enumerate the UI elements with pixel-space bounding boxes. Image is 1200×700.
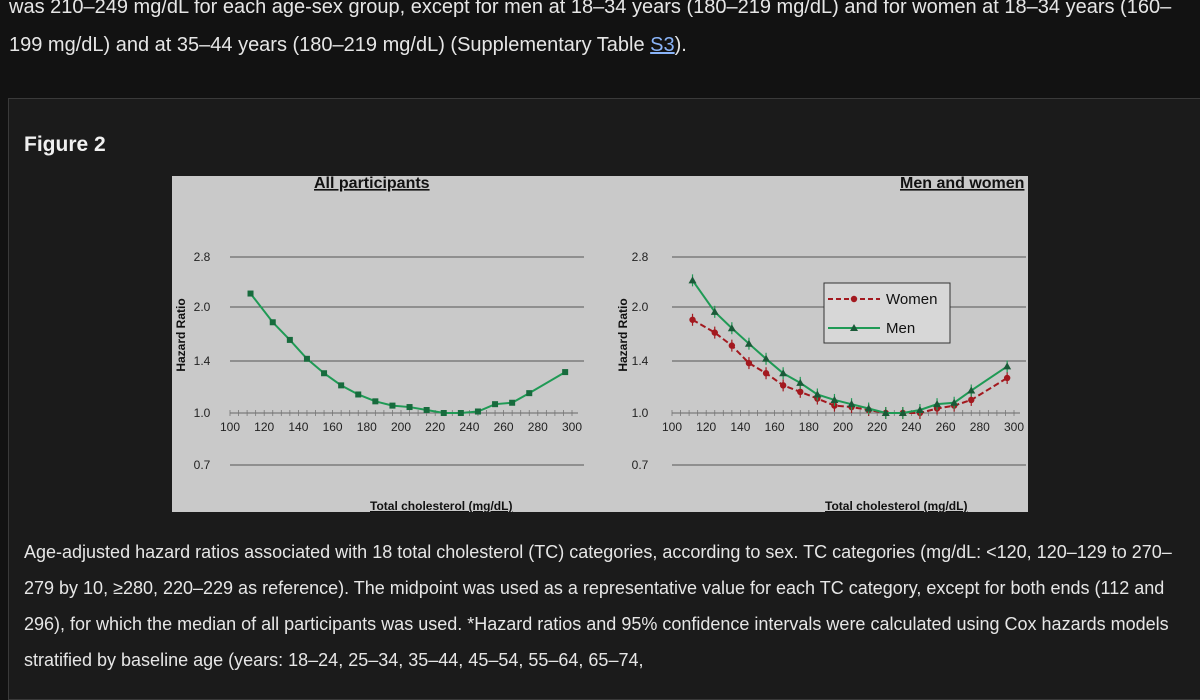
men-point [762, 354, 771, 362]
men-point [881, 409, 890, 416]
legend-label: Women [886, 291, 937, 308]
women-point [968, 396, 975, 404]
data-point [423, 406, 430, 413]
y-tick-label: 1.4 [194, 354, 211, 368]
men-point [779, 369, 788, 377]
data-point [338, 382, 345, 389]
men-series-line [691, 279, 1008, 414]
intro-text-end: ). [674, 34, 687, 56]
y-tick-label: 0.7 [194, 458, 211, 472]
data-point [457, 410, 464, 416]
x-tick-label: 220 [425, 420, 445, 434]
data-point [286, 336, 293, 343]
intro-paragraph: was 210–249 mg/dL for each age-sex group… [9, 0, 1194, 64]
men-point [710, 307, 719, 315]
y-tick-label: 0.7 [632, 458, 649, 472]
x-tick-label: 140 [730, 420, 750, 434]
data-point [303, 355, 310, 362]
data-point [562, 369, 569, 376]
data-point [247, 290, 254, 297]
men-point [847, 400, 856, 408]
figure-title: Figure 2 [24, 133, 106, 156]
supplementary-table-link[interactable]: S3 [650, 34, 675, 56]
figure-caption: Age-adjusted hazard ratios associated wi… [24, 542, 1172, 670]
x-tick-label: 260 [494, 420, 514, 434]
x-tick-label: 100 [662, 420, 682, 434]
data-point [509, 399, 516, 406]
women-point [797, 388, 804, 396]
intro-text: was 210–249 mg/dL for each age-sex group… [9, 0, 1172, 56]
men-point [744, 339, 753, 347]
y-tick-label: 1.4 [632, 354, 649, 368]
x-tick-label: 180 [799, 420, 819, 434]
x-tick-label: 220 [867, 420, 887, 434]
x-tick-label: 100 [220, 420, 240, 434]
x-tick-label: 200 [391, 420, 411, 434]
x-axis-label: Total cholesterol (mg/dL) [370, 499, 512, 512]
x-tick-label: 280 [970, 420, 990, 434]
x-tick-label: 120 [254, 420, 274, 434]
x-tick-label: 280 [528, 420, 548, 434]
x-tick-label: 240 [901, 420, 921, 434]
men-point [813, 390, 822, 398]
data-point [492, 401, 499, 408]
men-point [898, 409, 907, 416]
women-point [762, 370, 770, 377]
data-point [372, 398, 379, 405]
x-tick-label: 200 [833, 420, 853, 434]
men-point [688, 276, 697, 284]
y-axis-label: Hazard Ratio [174, 298, 188, 371]
x-tick-label: 140 [288, 420, 308, 434]
men-point [950, 398, 959, 406]
chart-svg: All participants Total cholesterol (mg/dL… [174, 176, 1026, 512]
men-point [933, 400, 942, 408]
x-tick-label: 160 [765, 420, 785, 434]
legend-marker [850, 295, 858, 303]
data-point [406, 404, 413, 411]
y-tick-label: 1.0 [632, 406, 649, 420]
chart-title: Men and women [900, 176, 1024, 192]
data-point [355, 391, 362, 398]
y-tick-label: 2.8 [632, 250, 649, 264]
all-series-line [249, 292, 566, 414]
data-point [526, 390, 533, 397]
women-point [689, 316, 696, 323]
x-axis-label: Total cholesterol (mg/dL) [825, 499, 967, 512]
men-point [864, 404, 873, 412]
y-axis-label: Hazard Ratio [616, 298, 630, 371]
x-tick-label: 260 [936, 420, 956, 434]
y-tick-label: 2.0 [194, 300, 211, 314]
figure-image: All participants Total cholesterol (mg/dL… [172, 176, 1028, 512]
data-point [269, 319, 276, 326]
x-tick-label: 160 [323, 420, 343, 434]
data-point [321, 370, 328, 377]
data-point [389, 402, 396, 409]
men-point [830, 395, 839, 403]
x-tick-label: 240 [459, 420, 479, 434]
women-point [728, 342, 736, 349]
women-point [779, 382, 787, 389]
x-tick-label: 300 [1004, 420, 1024, 434]
x-tick-label: 300 [562, 420, 582, 434]
legend-label: Men [886, 320, 915, 337]
women-point [745, 359, 753, 367]
x-tick-label: 180 [357, 420, 377, 434]
men-point [796, 378, 805, 386]
y-tick-label: 2.8 [194, 250, 211, 264]
men-point [727, 324, 736, 332]
data-point [474, 408, 481, 415]
women-point [1003, 374, 1011, 382]
legend-marker [850, 324, 858, 331]
y-tick-label: 1.0 [194, 406, 211, 420]
chart-title: All participants [314, 176, 430, 192]
men-point [967, 386, 976, 394]
women-point [711, 329, 718, 336]
data-point [440, 410, 447, 416]
legend-box [823, 282, 951, 344]
men-point [1003, 362, 1012, 370]
y-tick-label: 2.0 [632, 300, 649, 314]
men-point [915, 405, 924, 413]
x-tick-label: 120 [696, 420, 716, 434]
